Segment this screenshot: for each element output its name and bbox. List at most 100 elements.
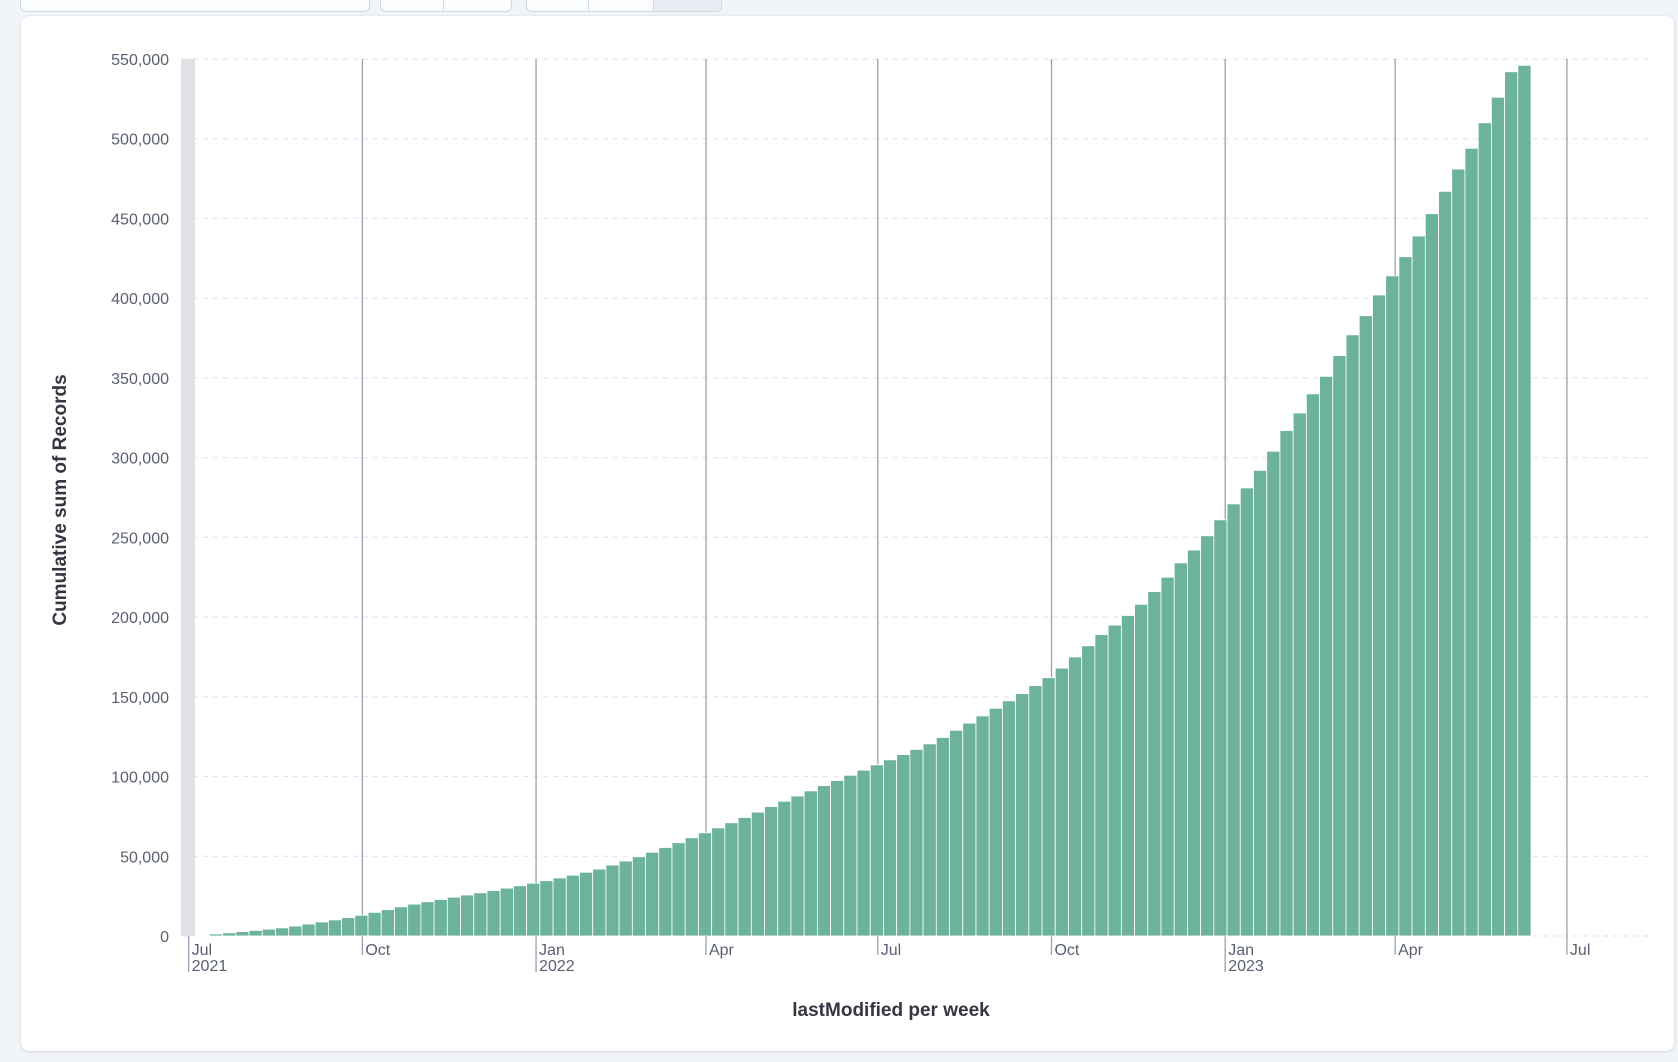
bar[interactable]: [1279, 430, 1294, 937]
bar[interactable]: [1477, 122, 1492, 937]
bar[interactable]: [684, 837, 699, 937]
bar[interactable]: [1187, 549, 1202, 937]
bar[interactable]: [222, 932, 237, 937]
bar[interactable]: [1292, 412, 1307, 937]
toolbar-button[interactable]: [444, 0, 511, 11]
bar[interactable]: [869, 764, 884, 937]
bar[interactable]: [909, 749, 924, 937]
bar[interactable]: [1160, 576, 1175, 937]
bar[interactable]: [962, 722, 977, 937]
bar[interactable]: [1147, 591, 1162, 937]
bar[interactable]: [790, 795, 805, 937]
bar[interactable]: [737, 817, 752, 937]
bar[interactable]: [1358, 315, 1373, 937]
bar[interactable]: [750, 811, 765, 937]
bar[interactable]: [1438, 190, 1453, 937]
bar[interactable]: [1002, 700, 1017, 937]
bar[interactable]: [1041, 677, 1056, 937]
bar[interactable]: [1464, 147, 1479, 937]
bar[interactable]: [565, 874, 580, 937]
toolbar-button[interactable]: [589, 0, 654, 11]
bar[interactable]: [1372, 294, 1387, 937]
toolbar-button[interactable]: [381, 0, 444, 11]
toolbar-button-active[interactable]: [653, 0, 721, 11]
bar[interactable]: [433, 899, 448, 937]
bar[interactable]: [499, 887, 514, 937]
bar[interactable]: [1332, 355, 1347, 937]
bar[interactable]: [579, 871, 594, 937]
bar[interactable]: [658, 847, 673, 937]
bar[interactable]: [1451, 168, 1466, 937]
bar[interactable]: [380, 909, 395, 937]
bar[interactable]: [367, 912, 382, 937]
bars-group[interactable]: [195, 64, 1532, 937]
bar[interactable]: [856, 769, 871, 937]
bar[interactable]: [235, 931, 250, 937]
toolbar-button-group[interactable]: [380, 0, 512, 12]
bar[interactable]: [1517, 64, 1532, 937]
bar[interactable]: [473, 892, 488, 937]
toolbar-button[interactable]: [527, 0, 590, 11]
bar[interactable]: [1253, 469, 1268, 937]
bar[interactable]: [539, 880, 554, 937]
bar[interactable]: [1424, 213, 1439, 937]
bar[interactable]: [605, 864, 620, 937]
bar[interactable]: [988, 707, 1003, 937]
bar[interactable]: [1094, 634, 1109, 937]
bar[interactable]: [1239, 487, 1254, 937]
bar[interactable]: [1398, 256, 1413, 937]
bar[interactable]: [394, 906, 409, 937]
bar[interactable]: [1120, 615, 1135, 937]
bar[interactable]: [1305, 393, 1320, 937]
bar[interactable]: [1411, 235, 1426, 937]
bar[interactable]: [618, 860, 633, 937]
bar[interactable]: [275, 927, 290, 937]
bar[interactable]: [1054, 667, 1069, 937]
bar[interactable]: [1081, 645, 1096, 937]
bar[interactable]: [883, 759, 898, 937]
bar[interactable]: [830, 780, 845, 937]
bar[interactable]: [922, 743, 937, 937]
search-bar-stub[interactable]: [20, 0, 370, 12]
bar[interactable]: [552, 877, 567, 937]
bar[interactable]: [195, 934, 210, 937]
bar[interactable]: [816, 785, 831, 937]
bar[interactable]: [949, 729, 964, 937]
bar[interactable]: [843, 774, 858, 937]
bar[interactable]: [1028, 685, 1043, 937]
bar[interactable]: [1200, 535, 1215, 937]
bar[interactable]: [1107, 624, 1122, 937]
bar[interactable]: [671, 842, 686, 937]
bar[interactable]: [1213, 519, 1228, 937]
bar[interactable]: [354, 914, 369, 937]
bar[interactable]: [420, 901, 435, 937]
bar[interactable]: [803, 790, 818, 937]
bar[interactable]: [711, 827, 726, 937]
bar[interactable]: [1266, 450, 1281, 937]
bar[interactable]: [327, 919, 342, 937]
bar[interactable]: [935, 737, 950, 937]
bar[interactable]: [341, 917, 356, 937]
bar[interactable]: [1134, 603, 1149, 937]
bar[interactable]: [248, 930, 263, 937]
bar[interactable]: [645, 851, 660, 937]
bar[interactable]: [301, 923, 316, 937]
bar[interactable]: [1226, 503, 1241, 937]
bar[interactable]: [631, 856, 646, 937]
bar[interactable]: [1504, 71, 1519, 937]
bar[interactable]: [1068, 656, 1083, 937]
bar[interactable]: [460, 894, 475, 937]
bar[interactable]: [314, 921, 329, 937]
bar[interactable]: [1385, 275, 1400, 937]
bar[interactable]: [288, 925, 303, 937]
bar[interactable]: [764, 806, 779, 937]
bar[interactable]: [777, 800, 792, 937]
bar[interactable]: [975, 715, 990, 937]
bar[interactable]: [1345, 334, 1360, 937]
bar[interactable]: [698, 832, 713, 937]
bar[interactable]: [1173, 562, 1188, 937]
bar[interactable]: [407, 903, 422, 937]
bar[interactable]: [1319, 375, 1334, 937]
bar[interactable]: [261, 928, 276, 937]
bar[interactable]: [209, 933, 224, 937]
